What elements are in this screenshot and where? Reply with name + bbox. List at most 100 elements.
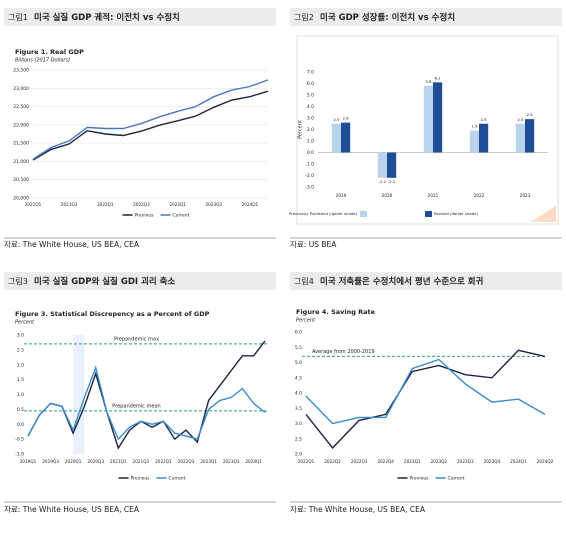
panel-label: 그림4 [294,276,314,286]
reference-label: Average from 2000-2019 [312,349,375,355]
y-tick-label: 2.0 [295,452,302,458]
bar [479,123,489,153]
x-tick-label: 2019Q3 [42,459,59,464]
legend-label: Previous [135,213,155,219]
chart-subtitle: Percent [296,318,316,324]
x-tick-label: 2022Q3 [133,202,150,207]
panel-label: 그림1 [8,12,28,22]
bar [433,82,443,153]
bar [515,123,525,153]
y-tick-label: -3.0 [305,185,314,191]
y-tick-label: 5.5 [295,345,302,351]
x-tick-label: 2021Q3 [61,202,78,207]
y-tick-label: 20,000 [13,196,29,202]
y-tick-label: 3.5 [295,406,302,412]
source-note: 자료: The White House, US BEA, CEA [4,505,140,514]
bar-value-label: 2.5 [481,117,488,122]
y-tick-label: 3.0 [295,421,302,427]
panel-header [290,272,562,290]
y-tick-label: -1.0 [15,452,24,458]
bar [377,152,387,178]
x-tick-label: 2022Q4 [377,459,394,464]
chart-subtitle: Percent [15,320,35,326]
panel-label: 그림3 [8,276,28,286]
legend-label: Previously Published (lighter shade) [289,211,357,216]
y-tick-label: 2.0 [17,362,24,368]
y-tick-label: -1.0 [305,162,314,168]
recession-shade [73,335,85,454]
series-line [27,365,266,441]
panel-header [4,8,276,26]
legend-swatch [360,211,367,217]
legend-swatch [425,211,432,217]
y-tick-label: 6.0 [295,330,302,336]
y-tick-label: 23,000 [13,86,29,92]
panel-title: 미국 실질 GDP 궤적: 이전치 vs 수정치 [34,12,180,23]
x-tick-label: 2023 [520,193,531,198]
x-tick-label: 2020Q3 [87,459,104,464]
y-tick-label: 5.0 [295,360,302,366]
panel-title: 미국 GDP 성장률: 이전치 vs 수정치 [320,12,455,23]
y-tick-label: 2.5 [17,347,24,353]
series-line [305,349,546,449]
chart-title: Figure 3. Statistical Discrepency as a P… [15,310,210,318]
x-tick-label: 2020Q1 [65,459,82,464]
panel-title: 미국 실질 GDP와 실질 GDI 괴리 축소 [34,276,175,287]
x-tick-label: 2020 [382,193,393,198]
y-tick-label: -2.0 [305,173,314,179]
source-note: 자료: US BEA [290,240,337,249]
y-tick-label: 3.0 [307,116,314,122]
x-tick-label: 2023Q4 [484,459,501,464]
y-tick-label: 4.0 [295,391,302,397]
bar [387,152,397,178]
x-tick-label: 2022Q3 [351,459,368,464]
bar-value-label: -2.2 [388,179,396,184]
x-tick-label: 2024Q1 [245,459,262,464]
legend-label: Previous [131,476,151,482]
x-tick-label: 2023Q3 [457,459,474,464]
x-tick-label: 2023Q1 [200,459,217,464]
y-tick-label: 2.5 [295,436,302,442]
x-tick-label: 2023Q1 [404,459,421,464]
legend-label: Current [169,476,186,482]
x-tick-label: 2021Q1 [110,459,127,464]
y-tick-label: 22,500 [13,104,29,110]
y-tick-label: 5.0 [307,93,314,99]
legend-label: Current [448,476,465,482]
y-tick-label: 7.0 [307,70,314,76]
y-tick-label: 0.5 [17,407,24,413]
bar-value-label: 2.9 [527,112,534,117]
y-tick-label: 1.0 [17,392,24,398]
y-tick-label: 22,000 [13,122,29,128]
bar-value-label: 2.5 [333,117,340,122]
legend-label: Revised (darker shade) [434,211,478,216]
bar-value-label: 2.5 [517,117,524,122]
x-tick-label: 2022Q3 [178,459,195,464]
bar [423,85,433,153]
bar-value-label: 1.9 [471,124,478,129]
x-tick-label: 2023Q3 [223,459,240,464]
legend-label: Current [173,213,190,219]
chart-title: Figure 1. Real GDP [15,48,84,56]
bar [341,122,351,153]
series-line [27,340,266,450]
reference-label: Prepandemic max [114,336,159,342]
x-tick-label: 2024Q2 [537,459,554,464]
panel-title: 미국 저축률은 수정치에서 평년 수준으로 회귀 [320,276,483,287]
series-line [305,358,546,425]
bar [469,130,479,153]
y-tick-label: -0.5 [15,437,24,443]
series-line [32,90,269,161]
y-tick-label: 1.0 [307,139,314,145]
legend-label: Previous [410,476,430,482]
y-tick-label: 6.0 [307,81,314,87]
bar-value-label: -2.2 [379,179,387,184]
bar-value-label: 2.6 [343,116,350,121]
y-tick-label: 4.0 [307,104,314,110]
x-tick-label: 2023Q3 [205,202,222,207]
bar-value-label: 6.1 [435,75,442,80]
source-note: 자료: The White House, US BEA, CEA [4,240,140,249]
y-tick-label: 2.0 [307,127,314,133]
y-tick-label: 3.0 [17,333,24,339]
